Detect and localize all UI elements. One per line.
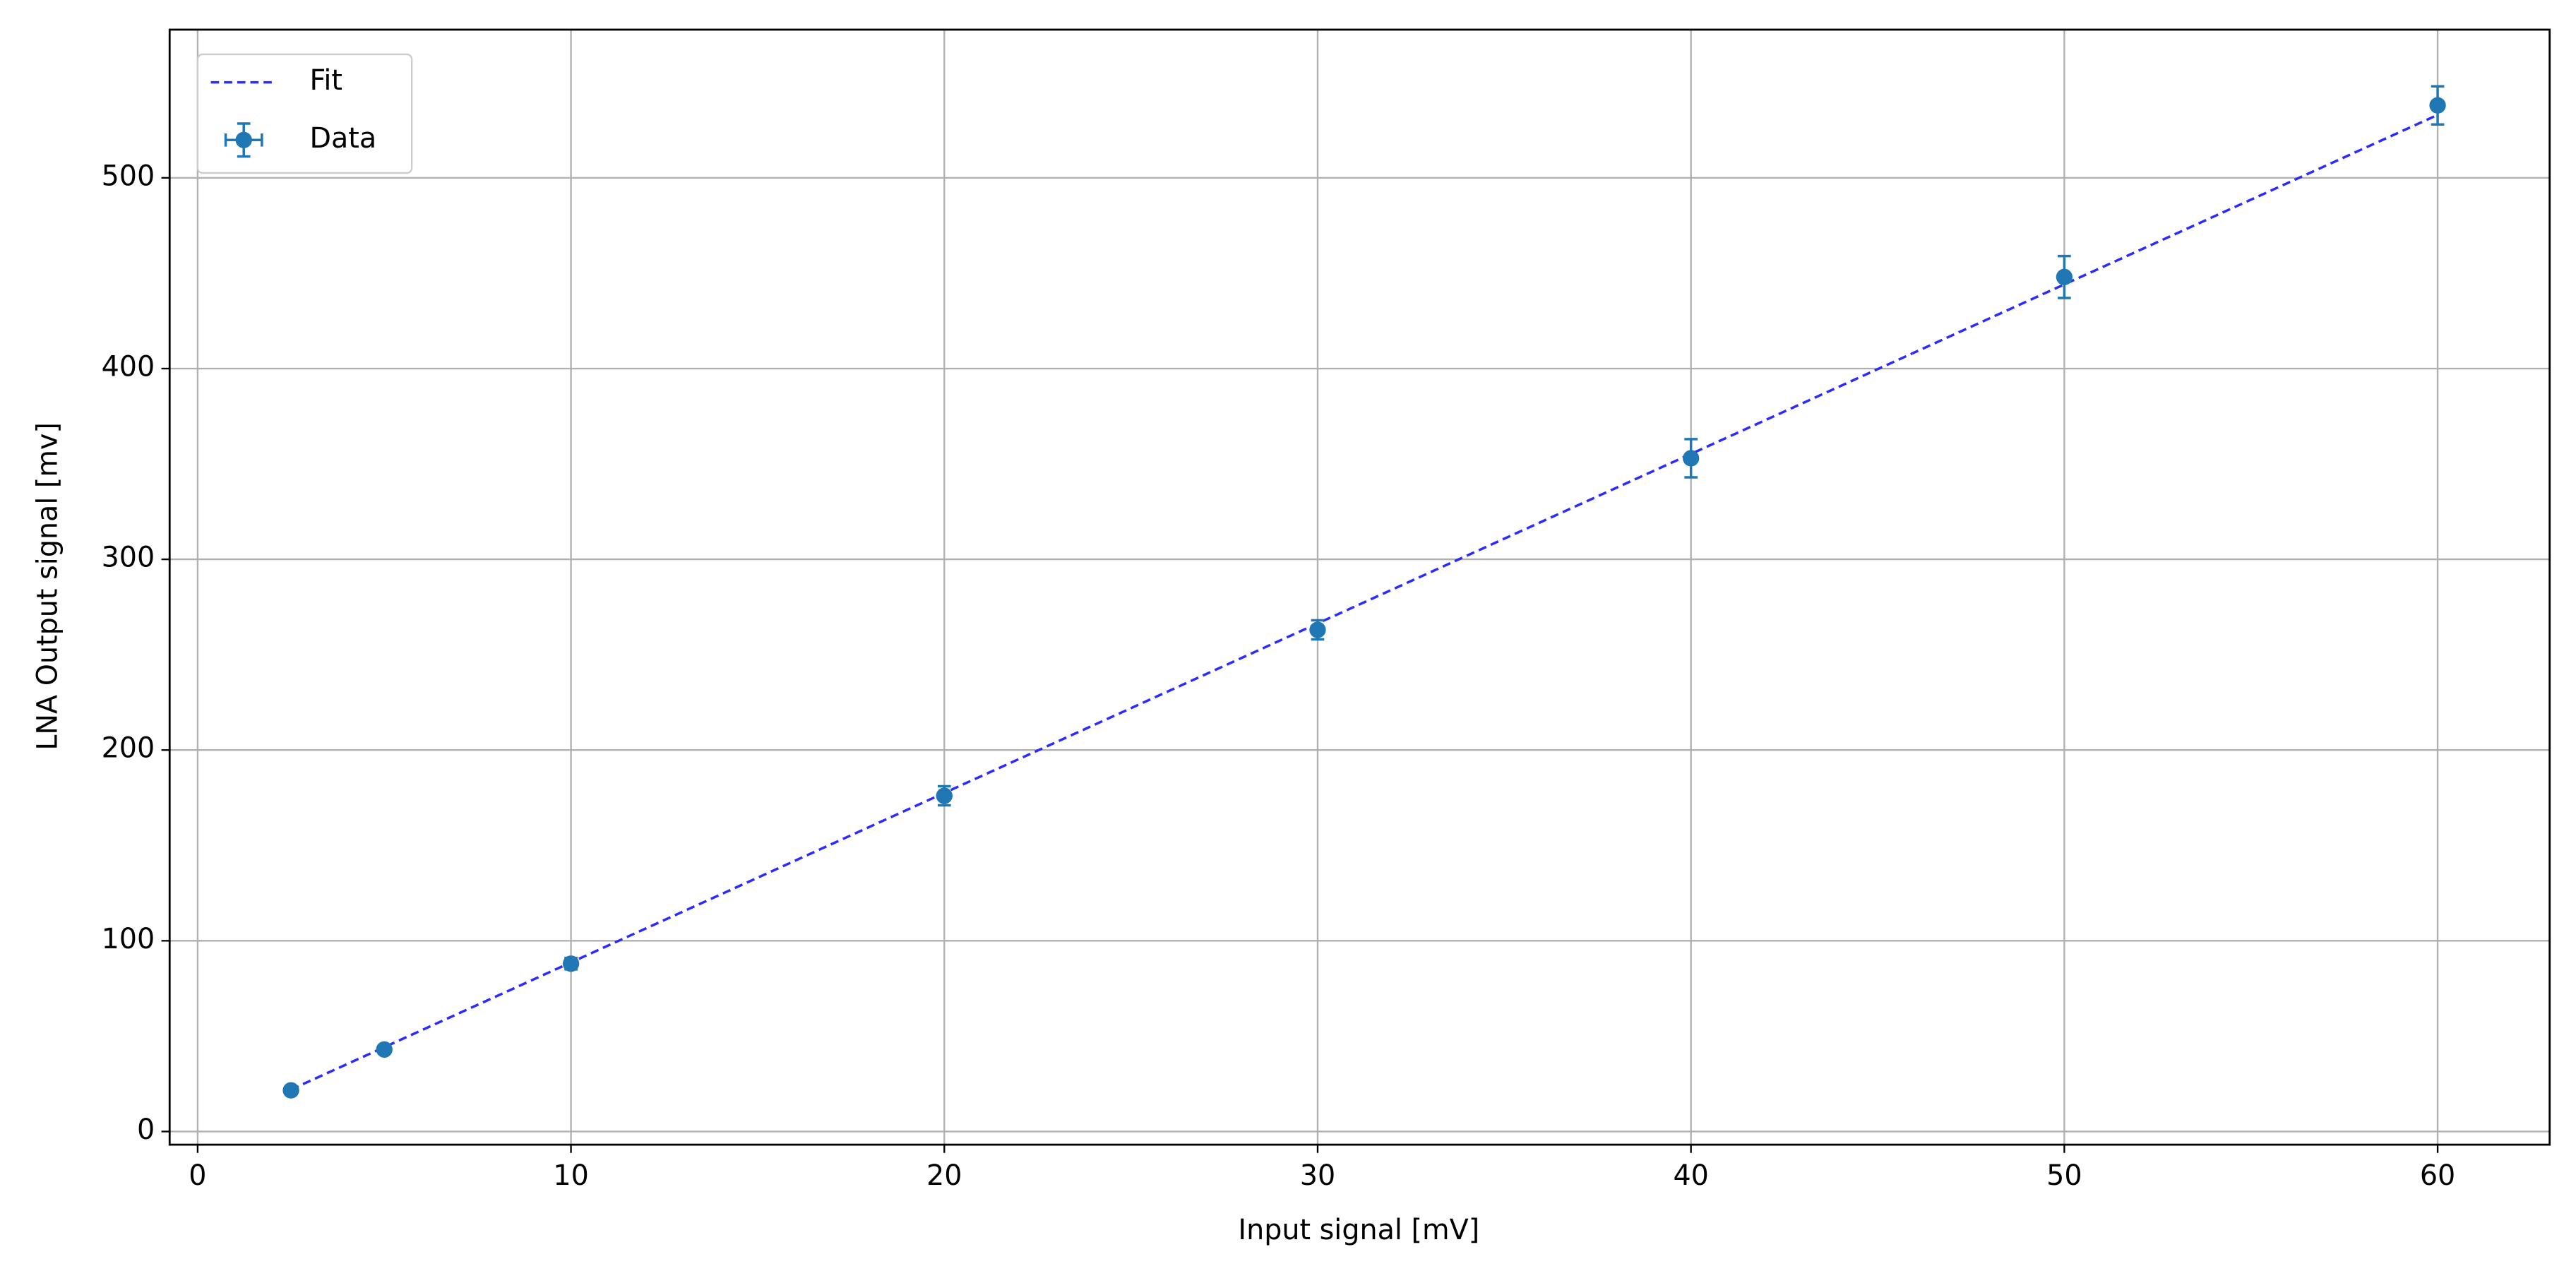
data-point xyxy=(1309,621,1326,638)
x-tick-label: 60 xyxy=(2420,1159,2455,1192)
y-tick-label: 500 xyxy=(102,160,155,192)
data-point xyxy=(2056,268,2073,285)
data-point xyxy=(936,787,953,804)
legend-box xyxy=(196,53,413,174)
x-axis-label: Input signal [mV] xyxy=(1238,1214,1479,1246)
data-point xyxy=(1683,450,1700,467)
fit-line xyxy=(290,114,2438,1091)
y-tick-label: 100 xyxy=(102,923,155,955)
plot-frame xyxy=(168,28,2551,1146)
data-point xyxy=(562,955,580,972)
data-point xyxy=(282,1082,299,1099)
x-tick-label: 20 xyxy=(926,1159,962,1192)
x-tick-label: 40 xyxy=(1673,1159,1708,1192)
y-tick-label: 400 xyxy=(102,350,155,383)
y-tick-label: 200 xyxy=(102,732,155,765)
y-tick-label: 0 xyxy=(137,1114,155,1146)
legend-label: Fit xyxy=(310,64,342,97)
x-tick-label: 50 xyxy=(2046,1159,2082,1192)
data-point xyxy=(376,1041,393,1058)
y-axis-label: LNA Output signal [mv] xyxy=(31,422,64,751)
x-tick-label: 10 xyxy=(553,1159,588,1192)
legend-label: Data xyxy=(310,122,377,155)
swatch-dot xyxy=(235,131,252,148)
data-point xyxy=(2429,97,2446,114)
y-tick-label: 300 xyxy=(102,542,155,574)
x-tick-label: 30 xyxy=(1300,1159,1335,1192)
x-tick-label: 0 xyxy=(189,1159,206,1192)
